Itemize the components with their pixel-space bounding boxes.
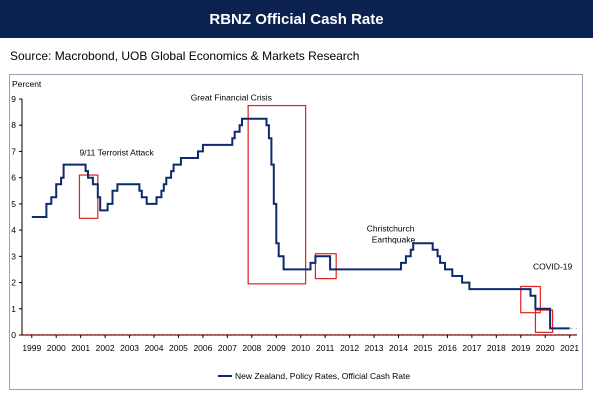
annotation-label: 9/11 Terrorist Attack bbox=[79, 147, 154, 157]
x-tick-label: 2010 bbox=[291, 343, 310, 353]
legend: New Zealand, Policy Rates, Official Cash… bbox=[218, 371, 410, 381]
chart-title: RBNZ Official Cash Rate bbox=[209, 10, 384, 28]
x-tick-label: 2015 bbox=[414, 343, 433, 353]
x-tick-label: 2008 bbox=[242, 343, 261, 353]
series-group bbox=[31, 117, 577, 330]
annotation-box bbox=[520, 285, 541, 314]
y-tick-label: 6 bbox=[11, 173, 16, 183]
chart-title-banner: RBNZ Official Cash Rate bbox=[0, 0, 593, 38]
chart-frame bbox=[9, 74, 583, 390]
y-tick-label: 3 bbox=[11, 251, 16, 261]
x-tick-label: 2004 bbox=[145, 343, 164, 353]
y-tick-label: 1 bbox=[11, 304, 16, 314]
x-tick-label: 2002 bbox=[96, 343, 115, 353]
x-tick-label: 2000 bbox=[47, 343, 66, 353]
annotation-label-line2: Earthquake bbox=[372, 234, 416, 244]
annotation-box bbox=[247, 104, 307, 285]
annotation-label: COVID-19 bbox=[533, 261, 572, 271]
x-tick-label: 2016 bbox=[438, 343, 457, 353]
x-tick-label: 2007 bbox=[218, 343, 237, 353]
source-note: Source: Macrobond, UOB Global Economics … bbox=[10, 49, 360, 63]
x-tick-label: 2017 bbox=[462, 343, 481, 353]
x-tick-label: 2003 bbox=[120, 343, 139, 353]
x-tick-label: 2006 bbox=[193, 343, 212, 353]
y-axis-label: Percent bbox=[12, 79, 42, 89]
x-tick-label: 2012 bbox=[340, 343, 359, 353]
y-tick-label: 4 bbox=[11, 225, 16, 235]
axes-group: Percent 0 1 2 3 4 5 6 7 8 9 1999 2000 2001 2002 2003 200… bbox=[11, 79, 579, 353]
x-tick-label: 2019 bbox=[511, 343, 530, 353]
y-tick-label: 0 bbox=[11, 330, 16, 340]
series-line-ocr bbox=[31, 117, 570, 330]
x-tick-label: 1999 bbox=[22, 343, 41, 353]
x-tick-label: 2018 bbox=[487, 343, 506, 353]
annotations-group: 9/11 Terrorist Attack Great Financial Cri… bbox=[78, 92, 572, 333]
x-tick-label: 2021 bbox=[560, 343, 579, 353]
x-tick-label: 2013 bbox=[365, 343, 384, 353]
x-tick-label: 2009 bbox=[267, 343, 286, 353]
y-tick-label: 2 bbox=[11, 278, 16, 288]
annotation-label: Christchurch bbox=[367, 223, 415, 233]
y-tick-label: 7 bbox=[11, 146, 16, 156]
y-tick-label: 9 bbox=[11, 94, 16, 104]
annotation-box bbox=[78, 174, 99, 219]
x-tick-label: 2014 bbox=[389, 343, 408, 353]
x-tick-label: 2001 bbox=[71, 343, 90, 353]
x-tick-label: 2005 bbox=[169, 343, 188, 353]
annotation-label: Great Financial Crisis bbox=[191, 92, 272, 102]
annotation-box bbox=[534, 309, 554, 333]
x-tick-label: 2011 bbox=[316, 343, 335, 353]
y-tick-label: 8 bbox=[11, 120, 16, 130]
x-tick-label: 2020 bbox=[536, 343, 555, 353]
legend-label: New Zealand, Policy Rates, Official Cash… bbox=[235, 371, 410, 381]
y-tick-label: 5 bbox=[11, 199, 16, 209]
annotation-box bbox=[314, 253, 337, 280]
